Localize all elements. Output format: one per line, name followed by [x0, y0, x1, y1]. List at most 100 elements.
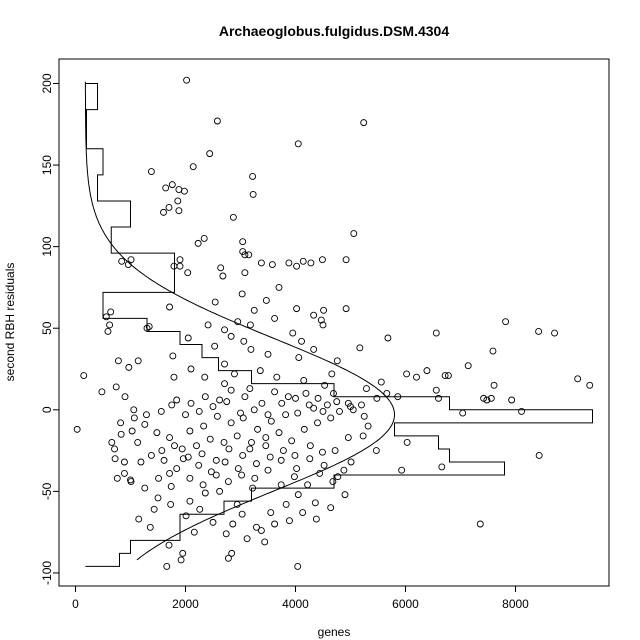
- data-point: [155, 474, 163, 482]
- data-point: [535, 452, 543, 459]
- data-point: [432, 386, 440, 394]
- data-point: [403, 370, 411, 378]
- data-point: [249, 173, 257, 180]
- data-point: [193, 442, 200, 450]
- data-point: [551, 329, 558, 337]
- data-point: [120, 458, 128, 466]
- data-point: [306, 442, 314, 450]
- y-tick-label: 0: [40, 406, 54, 413]
- data-point: [319, 321, 327, 329]
- y-tick-label: -100: [40, 561, 54, 585]
- data-point: [266, 453, 274, 461]
- data-point: [290, 473, 298, 481]
- data-point: [201, 373, 209, 381]
- data-point: [264, 411, 272, 419]
- data-point: [586, 381, 594, 389]
- data-point: [176, 256, 184, 264]
- data-point: [222, 530, 230, 538]
- data-point: [508, 396, 516, 404]
- data-point: [333, 398, 341, 406]
- data-point: [238, 510, 246, 518]
- data-point: [314, 419, 321, 427]
- data-point: [199, 481, 207, 489]
- data-point: [162, 184, 170, 192]
- data-point: [142, 411, 150, 419]
- data-point: [128, 427, 136, 435]
- y-tick-label: 200: [40, 73, 54, 93]
- data-point: [171, 442, 178, 450]
- data-point: [262, 297, 270, 304]
- data-point: [234, 318, 242, 326]
- data-point: [251, 474, 259, 482]
- data-point: [257, 259, 265, 267]
- data-point: [250, 406, 258, 414]
- data-point: [341, 491, 349, 499]
- data-point: [293, 465, 301, 472]
- data-point: [186, 427, 194, 435]
- data-point: [117, 419, 125, 427]
- data-point: [230, 370, 238, 378]
- data-point: [240, 337, 248, 345]
- data-point: [147, 168, 155, 176]
- data-point: [273, 373, 281, 381]
- data-point: [459, 409, 467, 417]
- y-tick-label: 50: [40, 321, 54, 335]
- data-point: [180, 187, 188, 195]
- data-point: [358, 401, 365, 409]
- data-point: [293, 262, 301, 270]
- data-point: [329, 478, 337, 486]
- data-point: [300, 425, 308, 433]
- data-point: [221, 458, 229, 466]
- data-point: [342, 256, 350, 264]
- data-point: [327, 414, 335, 422]
- data-point: [201, 489, 209, 497]
- data-point: [165, 204, 173, 211]
- data-point: [217, 264, 225, 272]
- data-point: [187, 365, 195, 373]
- data-point: [306, 455, 314, 463]
- data-point: [246, 385, 254, 393]
- data-point: [277, 456, 285, 464]
- data-point: [184, 334, 192, 342]
- data-point: [165, 541, 173, 549]
- data-point: [141, 484, 149, 492]
- data-point: [285, 259, 293, 267]
- data-point: [221, 380, 229, 388]
- data-point: [234, 465, 242, 472]
- data-point: [220, 438, 228, 446]
- data-point: [286, 517, 293, 525]
- data-point: [432, 329, 440, 337]
- data-point: [294, 491, 302, 499]
- data-point: [278, 399, 286, 407]
- data-point: [279, 447, 287, 455]
- data-point: [121, 393, 129, 401]
- data-point: [245, 251, 253, 259]
- data-point: [262, 434, 270, 441]
- data-point: [106, 321, 114, 329]
- data-point: [201, 393, 209, 401]
- data-point: [289, 329, 297, 337]
- data-point: [176, 262, 184, 270]
- data-point: [331, 447, 339, 455]
- data-point: [107, 308, 115, 316]
- data-point: [170, 373, 178, 381]
- data-point: [298, 337, 305, 345]
- data-point: [224, 478, 232, 486]
- data-point: [423, 367, 431, 375]
- data-point: [253, 523, 260, 531]
- data-point: [363, 385, 370, 393]
- data-point: [254, 425, 261, 433]
- x-axis: 0 2000 4000 6000 8000: [72, 585, 529, 611]
- data-point: [383, 390, 391, 397]
- data-point: [239, 452, 247, 459]
- data-point: [271, 388, 279, 396]
- data-point: [195, 461, 203, 469]
- chart-title: Archaeoglobus.fulgidus.DSM.4304: [219, 23, 449, 39]
- data-point: [183, 76, 191, 84]
- data-point: [275, 283, 283, 291]
- data-point: [124, 261, 132, 269]
- data-point: [175, 207, 183, 215]
- data-point: [166, 303, 174, 311]
- data-point: [73, 425, 81, 433]
- data-point: [209, 403, 217, 410]
